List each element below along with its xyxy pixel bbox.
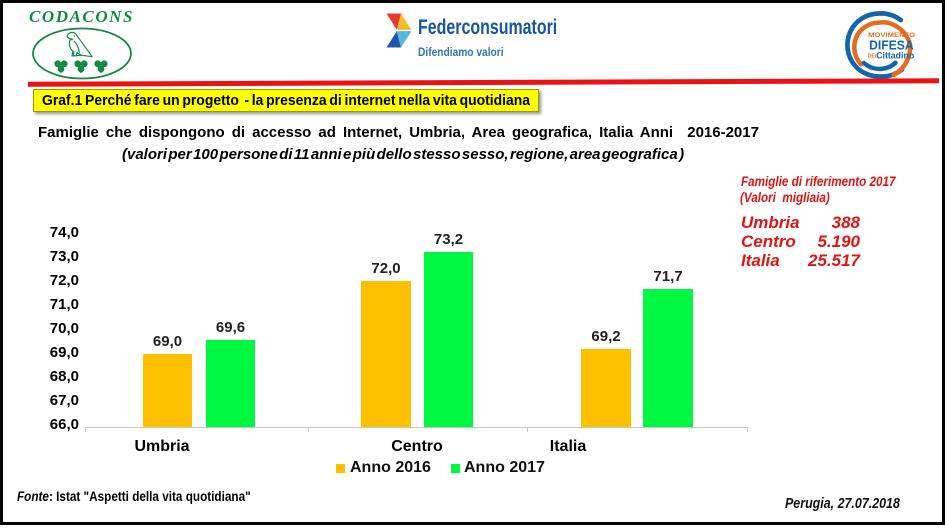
svg-text:MOVIMENTO: MOVIMENTO [868, 32, 915, 39]
svg-text:DEL: DEL [868, 54, 878, 60]
svg-text:Cittadino: Cittadino [876, 51, 914, 61]
svg-text:DIFESA: DIFESA [869, 38, 914, 52]
